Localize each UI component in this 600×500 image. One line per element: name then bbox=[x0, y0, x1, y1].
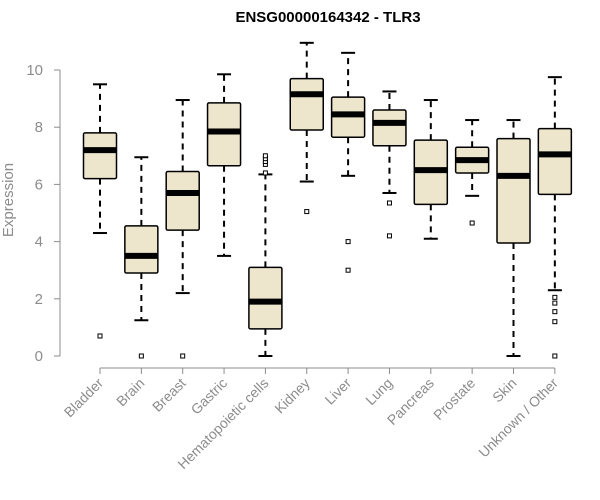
x-tick-label: Liver bbox=[321, 375, 354, 408]
outlier-point bbox=[386, 200, 392, 206]
outlier-point bbox=[262, 153, 268, 159]
outlier-point bbox=[262, 170, 268, 176]
box-pancreas bbox=[413, 99, 449, 240]
x-tick-label: Skin bbox=[489, 375, 520, 406]
x-tick-label: Bladder bbox=[61, 375, 107, 421]
outlier-point bbox=[552, 300, 558, 306]
x-tick-label: Breast bbox=[149, 375, 189, 415]
box-iqr bbox=[248, 266, 283, 330]
outlier-point bbox=[469, 220, 475, 226]
box-bladder bbox=[82, 83, 118, 339]
x-tick-label: Kidney bbox=[271, 375, 313, 417]
outlier-point bbox=[345, 239, 351, 245]
outlier-point bbox=[552, 309, 558, 315]
box-brain bbox=[124, 156, 159, 359]
box-iqr bbox=[82, 132, 118, 180]
y-tick-label: 0 bbox=[35, 348, 43, 365]
box-skin bbox=[496, 119, 531, 357]
box-iqr bbox=[496, 137, 531, 244]
box-lung bbox=[372, 90, 407, 239]
box-iqr bbox=[165, 170, 200, 231]
outlier-point bbox=[552, 353, 558, 359]
x-tick-label: Prostate bbox=[430, 375, 478, 423]
y-tick-label: 10 bbox=[26, 62, 43, 79]
y-axis-label: Expression bbox=[0, 163, 17, 237]
outlier-point bbox=[97, 333, 103, 339]
y-tick-label: 4 bbox=[35, 234, 43, 251]
box-iqr bbox=[124, 225, 159, 274]
y-tick-label: 8 bbox=[35, 119, 43, 136]
box-iqr bbox=[537, 127, 573, 196]
outlier-point bbox=[386, 233, 392, 239]
y-tick-label: 6 bbox=[35, 176, 43, 193]
box-hematopoietic-cells bbox=[248, 153, 283, 357]
outlier-point bbox=[138, 353, 144, 359]
y-axis: 0 2 4 6 8 10 bbox=[26, 62, 61, 365]
box-prostate bbox=[454, 119, 490, 226]
box-breast bbox=[165, 99, 200, 359]
y-tick-label: 2 bbox=[35, 291, 43, 308]
x-tick-label: Lung bbox=[362, 375, 395, 408]
box-liver bbox=[330, 51, 366, 273]
box-iqr bbox=[289, 77, 324, 131]
outlier-point bbox=[345, 267, 351, 273]
box-unknown-other bbox=[537, 76, 573, 359]
boxes-group bbox=[82, 41, 573, 359]
outlier-point bbox=[552, 294, 558, 300]
x-tick-label: Brain bbox=[113, 375, 147, 409]
box-iqr bbox=[372, 109, 407, 147]
chart-title: ENSG00000164342 - TLR3 bbox=[235, 9, 420, 26]
outlier-point bbox=[552, 319, 558, 325]
box-gastric bbox=[206, 73, 242, 257]
outlier-point bbox=[180, 353, 186, 359]
outlier-point bbox=[304, 209, 310, 215]
box-kidney bbox=[289, 41, 324, 215]
